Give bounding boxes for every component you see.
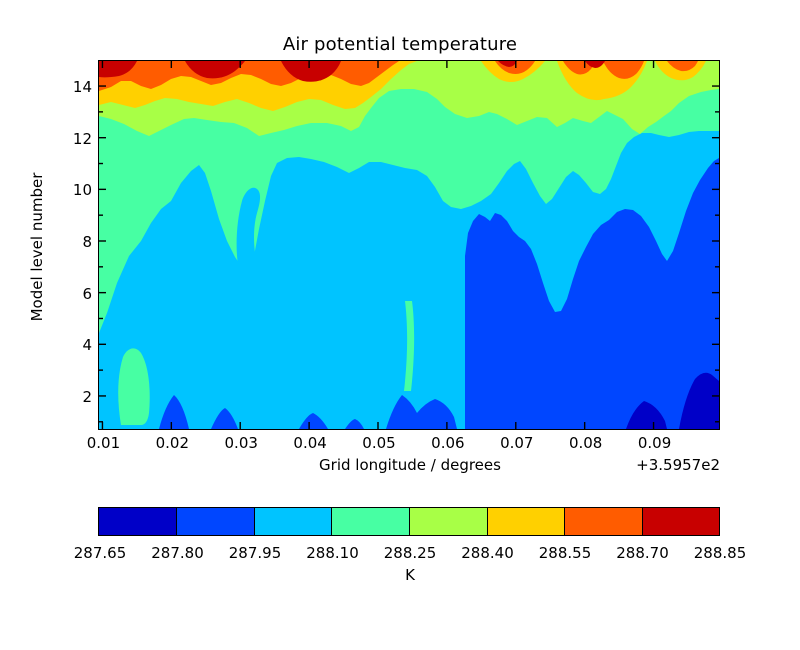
contour-band-red-blob-1 <box>99 61 138 78</box>
contour-band-blue-blob-2 <box>211 408 239 430</box>
contour-band-red-blob-3 <box>281 61 342 83</box>
x-tick-label-0.04: 0.04 <box>293 434 327 452</box>
x-tick-label-0.01: 0.01 <box>86 434 121 452</box>
colorbar-segment-287.65-287.80 <box>99 508 178 535</box>
colorbar-segment-287.95-288.10 <box>254 508 333 535</box>
contour-band-orange-spot-2 <box>563 61 597 75</box>
contour-band-red-blob-4 <box>498 61 518 68</box>
colorbar-tick-label-288.70: 288.70 <box>616 544 669 562</box>
colorbar-tick-label-288.85: 288.85 <box>693 544 747 562</box>
contour-band-green-patch-bottom-left <box>118 348 151 426</box>
colorbar-tick-label-287.95: 287.95 <box>228 544 282 562</box>
contour-band-orange-spot-3 <box>603 61 645 80</box>
y-tick-label-2: 2 <box>82 387 92 406</box>
x-axis-label: Grid longitude / degrees <box>319 456 501 474</box>
colorbar-tick-label-288.55: 288.55 <box>538 544 592 562</box>
y-tick-label-6: 6 <box>82 284 92 303</box>
colorbar-tick-label-288.10: 288.10 <box>306 544 359 562</box>
chart-title: Air potential temperature <box>282 34 518 55</box>
contour-band-darkblue-blob-2 <box>679 373 720 430</box>
contour-band-cyan-finger-hook <box>237 188 261 275</box>
plot-area <box>98 60 721 431</box>
y-tick-label-10: 10 <box>72 181 92 200</box>
contour-band-blue-blob-4 <box>345 419 365 430</box>
colorbar-segment-288.55-288.70 <box>565 508 643 535</box>
contour-band-orange-spot-4 <box>667 61 699 72</box>
x-tick-label-0.05: 0.05 <box>362 434 396 452</box>
colorbar-segment-288.10-288.25 <box>332 508 410 535</box>
x-axis-offset-text: +3.5957e2 <box>636 456 720 474</box>
contour-band-blue-blob-5 <box>386 395 458 430</box>
contour-plot <box>99 61 720 430</box>
contour-band-green-streak <box>404 301 415 392</box>
contour-band-blue-blob-1 <box>159 395 190 430</box>
contour-band-blue-blob-3 <box>299 413 329 430</box>
colorbar-segment-288.40-288.55 <box>487 508 566 535</box>
colorbar-unit-label: K <box>405 566 415 584</box>
contour-band-darkblue-blob-1 <box>626 401 668 430</box>
x-tick-label-0.07: 0.07 <box>500 434 534 452</box>
colorbar-tick-label-288.25: 288.25 <box>383 544 437 562</box>
y-tick-label-4: 4 <box>82 336 92 355</box>
y-tick-label-8: 8 <box>82 232 92 251</box>
contour-band-blue-mass-right <box>465 158 720 430</box>
x-tick-label-0.09: 0.09 <box>637 434 672 452</box>
x-tick-label-0.08: 0.08 <box>568 434 603 452</box>
colorbar <box>98 507 721 536</box>
x-tick-label-0.03: 0.03 <box>224 434 258 452</box>
colorbar-tick-label-287.80: 287.80 <box>151 544 204 562</box>
colorbar-tick-label-287.65: 287.65 <box>73 544 127 562</box>
x-tick-label-0.06: 0.06 <box>431 434 465 452</box>
contour-band-red-blob-2 <box>185 61 246 79</box>
y-axis-label: Model level number <box>28 172 46 322</box>
contour-band-red-blob-5 <box>585 61 606 69</box>
colorbar-segment-288.70-288.85 <box>642 508 720 535</box>
colorbar-segment-287.80-287.95 <box>177 508 255 535</box>
x-tick-label-0.02: 0.02 <box>155 434 190 452</box>
colorbar-segment-288.25-288.40 <box>409 508 488 535</box>
colorbar-tick-label-288.40: 288.40 <box>461 544 514 562</box>
y-tick-label-14: 14 <box>72 78 92 97</box>
y-tick-label-12: 12 <box>72 129 92 148</box>
